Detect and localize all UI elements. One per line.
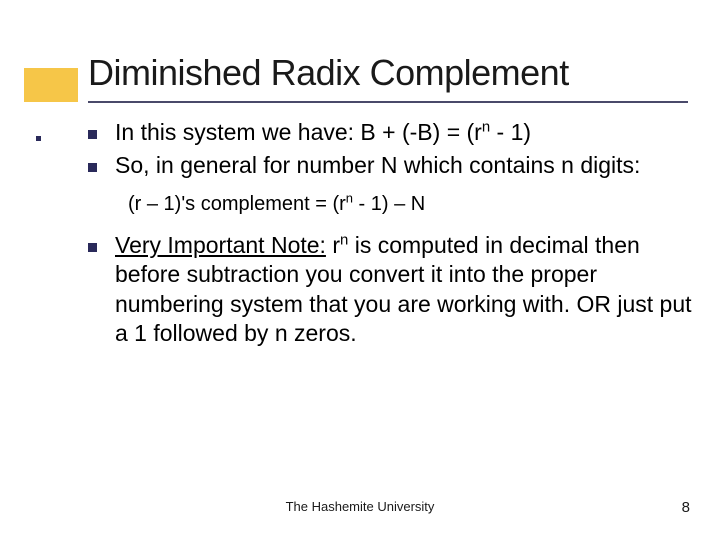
side-bullet-icon [36, 136, 41, 141]
accent-bar [24, 68, 78, 102]
square-bullet-icon [88, 130, 97, 139]
bullet-text-note: Very Important Note: rn is computed in d… [115, 231, 692, 349]
formula-sup: n [346, 190, 353, 205]
bullet-item-2: So, in general for number N which contai… [88, 151, 692, 180]
bullet-item-note: Very Important Note: rn is computed in d… [88, 231, 692, 349]
formula-line: (r – 1)'s complement = (rn - 1) – N [128, 191, 692, 217]
page-number: 8 [682, 499, 690, 516]
square-bullet-icon [88, 163, 97, 172]
note-lead: Very Important Note: [115, 232, 326, 258]
note-r: r [326, 232, 340, 258]
bullet-text-1: In this system we have: B + (-B) = (rn -… [115, 118, 531, 147]
formula-post: - 1) – N [353, 193, 425, 215]
content-area: In this system we have: B + (-B) = (rn -… [88, 118, 692, 353]
b1-sup: n [482, 118, 490, 135]
square-bullet-icon [88, 243, 97, 252]
footer-university: The Hashemite University [0, 499, 720, 514]
bullet-text-2: So, in general for number N which contai… [115, 151, 640, 180]
title-underline [88, 101, 688, 103]
formula-pre: (r – 1)'s complement = (r [128, 193, 346, 215]
slide-title: Diminished Radix Complement [88, 52, 700, 100]
title-container: Diminished Radix Complement [88, 52, 700, 100]
b1-pre: In this system we have: B + (-B) = (r [115, 119, 482, 145]
bullet-item-1: In this system we have: B + (-B) = (rn -… [88, 118, 692, 147]
b1-post: - 1) [490, 119, 531, 145]
